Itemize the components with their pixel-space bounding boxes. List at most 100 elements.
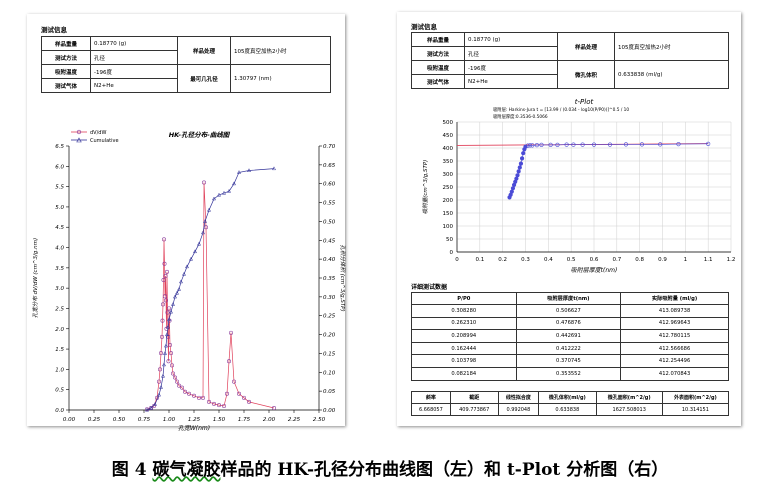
table-cell: 412.780115 — [620, 329, 729, 343]
y2-tick-label: 0.05 — [323, 389, 336, 395]
data-series-line — [509, 143, 709, 198]
table-cell: 0.082184 — [411, 366, 517, 381]
summary-value-cell: 409.773867 — [449, 403, 499, 416]
y2-tick-label: 0.30 — [323, 295, 336, 301]
dvdw-point — [167, 306, 172, 311]
y-tick-label: 50 — [446, 237, 453, 243]
dvdw-point — [173, 375, 178, 380]
y-tick-label: 200 — [443, 198, 454, 204]
table-row: 0.308280 0.506627 413.089738 — [411, 304, 729, 318]
data-point — [509, 189, 514, 194]
value-micropore-volume: 0.633838 (ml/g) — [614, 60, 729, 89]
formula-text: 吸附层: Harkins-Jura t = [13.99 / (0.034 - … — [493, 106, 629, 113]
dvdw-point — [217, 403, 222, 408]
cumulative-point — [162, 351, 168, 355]
y2-tick-label: 0.10 — [323, 370, 336, 376]
dvdw-point — [164, 298, 169, 303]
table-cell: 0.506627 — [515, 304, 622, 318]
dvdw-point — [197, 395, 202, 400]
y2-tick-label: 0.35 — [323, 276, 336, 282]
y-axis-label: 孔宽分布 dV/dW (cm^3/g.nm) — [32, 238, 39, 318]
x-tick-label: 0.00 — [63, 417, 76, 423]
cumulative-point — [172, 294, 178, 299]
table-cell: 412.566686 — [620, 341, 729, 356]
chart-title: t-Plot — [575, 98, 594, 106]
table-cell: 0.262310 — [411, 316, 517, 331]
dvdw-point — [169, 351, 174, 356]
cumulative-point — [181, 271, 187, 276]
chart-title: HK-孔径分布-曲线图 — [169, 131, 231, 139]
detail-section-title: 详细测试数据 — [411, 284, 448, 291]
x-tick-label: 0.3 — [521, 257, 530, 263]
dvdw-point — [163, 294, 168, 299]
cumulative-point — [188, 256, 194, 261]
y-tick-label: 6.0 — [55, 164, 64, 170]
cumulative-point — [165, 324, 171, 329]
data-point — [516, 169, 521, 174]
data-point — [534, 143, 540, 148]
dvdw-point — [157, 379, 162, 384]
cumulative-point — [168, 309, 174, 314]
y-tick-label: 3.0 — [55, 286, 64, 292]
left-info-table: 样品重量 0.18770 (g) 样品处理 105度真空加热2小时 测试方法 孔… — [41, 36, 331, 93]
x-tick-label: 1.2 — [727, 257, 736, 263]
dvdw-point — [247, 399, 252, 404]
cumulative-point — [163, 343, 169, 348]
dvdw-point — [165, 269, 170, 274]
x-tick-label: 1 — [684, 257, 688, 263]
data-point — [525, 143, 530, 148]
y-tick-label: 300 — [443, 172, 454, 178]
dvdw-point — [166, 359, 171, 364]
data-point — [517, 165, 522, 170]
dvdw-point — [180, 385, 185, 390]
x-tick-label: 0.50 — [113, 417, 126, 423]
cumulative-point — [271, 166, 277, 171]
dvdw-point — [160, 334, 165, 339]
data-point — [706, 141, 711, 146]
cumulative-point — [202, 219, 208, 223]
dvdw-point — [162, 237, 167, 242]
table-cell: 413.089738 — [620, 304, 729, 318]
summary-table: 斜率 截距 线性拟合度 微孔体积(ml/g) 微孔面积(m^2/g) 外表面积(m^2/g… — [411, 391, 730, 416]
cumulative-point — [170, 302, 176, 306]
table-row: 0.262310 0.476876 412.969643 — [411, 316, 729, 331]
table-cell: 0.442691 — [515, 329, 622, 343]
x-tick-label: 0.8 — [635, 257, 644, 263]
summary-header-cell: 外表面积(m^2/g) — [661, 391, 730, 404]
cumulative-point — [174, 290, 180, 295]
summary-value-cell: 0.992048 — [497, 403, 540, 416]
dvdw-point — [212, 401, 217, 406]
x-tick-label: 0.4 — [544, 257, 553, 263]
x-tick-label: 0.7 — [612, 257, 621, 263]
cumulative-point — [216, 192, 222, 197]
data-point — [623, 142, 629, 147]
cumulative-point — [236, 170, 242, 174]
dvdw-point — [166, 334, 171, 339]
summary-value-cell: 6.668057 — [411, 403, 451, 416]
data-point — [515, 173, 520, 178]
cumulative-point — [226, 188, 232, 193]
table-cell: 0.162444 — [411, 341, 517, 356]
cumulative-point — [192, 249, 198, 254]
data-point — [518, 161, 524, 166]
y2-tick-label: 0.50 — [323, 219, 336, 225]
x-tick-label: 0 — [455, 257, 459, 263]
col-header-p-p0: P/P0 — [411, 292, 517, 305]
x-tick-label: 1.25 — [188, 417, 201, 423]
y-tick-label: 0.0 — [55, 408, 64, 414]
cumulative-series-line — [146, 168, 275, 411]
y-tick-label: 150 — [443, 211, 454, 217]
left-section-title: 测试信息 — [41, 26, 67, 34]
caption-underlined-term: 碳气凝胶 — [152, 460, 221, 480]
y-tick-label: 4.5 — [55, 225, 64, 231]
dvdw-point — [165, 310, 170, 315]
table-cell: 0.370745 — [515, 354, 622, 368]
y-tick-label: 1.0 — [55, 367, 64, 373]
data-point — [676, 142, 681, 147]
y2-tick-label: 0.55 — [323, 201, 336, 207]
x-tick-label: 1.00 — [163, 417, 176, 423]
y2-tick-label: 0.70 — [323, 144, 336, 150]
data-point — [510, 186, 516, 191]
dvdw-point — [225, 391, 230, 396]
data-point — [580, 142, 585, 147]
